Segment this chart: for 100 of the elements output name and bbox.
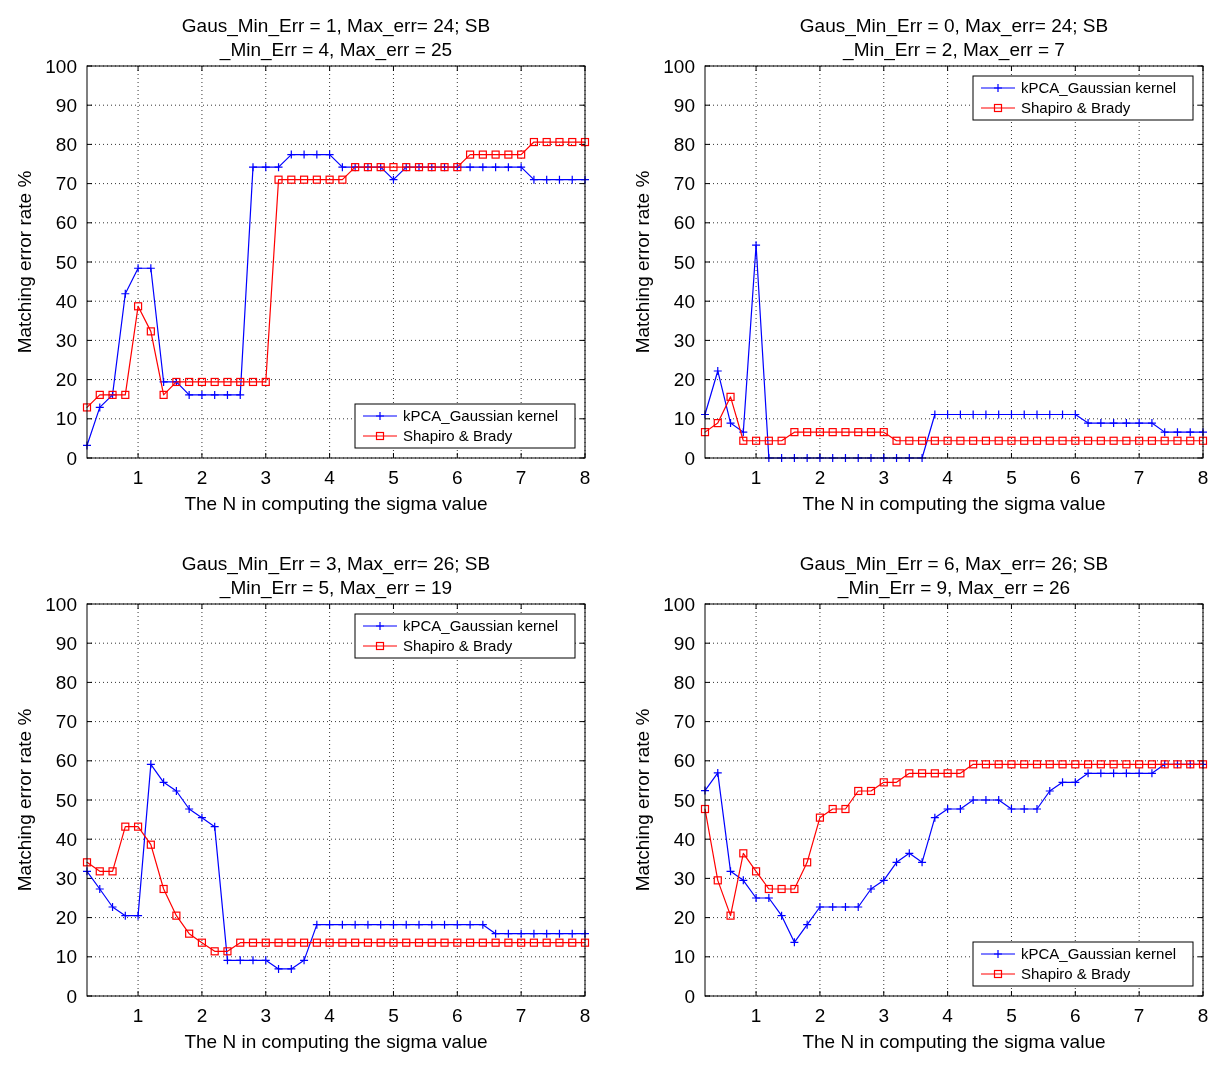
point xyxy=(197,390,207,400)
point xyxy=(1147,436,1157,445)
point xyxy=(713,419,722,428)
point xyxy=(503,162,513,172)
point xyxy=(917,857,927,867)
point xyxy=(210,947,219,956)
point xyxy=(529,137,539,147)
y-tick-label: 50 xyxy=(55,789,77,811)
point xyxy=(491,150,500,159)
point xyxy=(185,929,194,938)
point xyxy=(1083,418,1093,428)
point xyxy=(994,760,1003,769)
x-tick-label: 2 xyxy=(814,467,826,488)
x-tick-label: 7 xyxy=(1133,1005,1145,1026)
point xyxy=(700,428,710,437)
y-tick-label: 100 xyxy=(45,55,77,77)
point xyxy=(866,428,876,437)
point xyxy=(299,955,309,965)
point xyxy=(739,436,748,445)
point xyxy=(700,804,710,814)
point xyxy=(261,162,271,172)
point xyxy=(580,938,590,947)
x-tick-label: 7 xyxy=(1133,467,1145,488)
point xyxy=(273,964,284,974)
point xyxy=(1007,436,1016,445)
y-tick-label: 70 xyxy=(673,711,695,733)
point xyxy=(1071,760,1080,769)
point xyxy=(1134,418,1144,428)
point xyxy=(312,175,321,184)
point xyxy=(325,175,334,184)
chart-title: Gaus_Min_Err = 1, Max_err= 24; SB _Min_Err = 4, Max_err = 25 xyxy=(181,15,491,61)
point xyxy=(917,769,927,778)
point xyxy=(1122,436,1131,445)
point xyxy=(223,947,232,956)
x-tick-label: 1 xyxy=(750,1005,762,1026)
point xyxy=(248,955,258,965)
point xyxy=(1045,760,1054,769)
point xyxy=(892,778,901,787)
y-tick-label: 100 xyxy=(45,593,77,615)
x-tick-label: 2 xyxy=(196,467,208,488)
y-tick-label: 70 xyxy=(55,711,77,733)
y-axis-title: Matching error rate % xyxy=(632,708,653,892)
point xyxy=(95,867,104,876)
x-tick-label: 3 xyxy=(878,467,890,488)
point xyxy=(777,436,786,445)
point xyxy=(790,428,799,437)
point xyxy=(866,884,876,894)
point xyxy=(453,938,462,947)
point xyxy=(854,428,863,437)
point xyxy=(210,377,219,387)
point xyxy=(969,760,978,769)
x-tick-label: 6 xyxy=(452,467,463,488)
x-axis-title: The N in computing the sigma value xyxy=(184,493,488,514)
y-tick-label: 40 xyxy=(55,290,77,312)
point xyxy=(427,938,436,947)
point xyxy=(892,436,901,445)
point xyxy=(725,418,736,428)
point xyxy=(542,938,551,947)
point xyxy=(751,436,761,445)
point xyxy=(414,938,424,947)
x-tick-label: 3 xyxy=(260,467,272,488)
x-tick-label: 2 xyxy=(814,1005,826,1026)
point xyxy=(529,175,539,185)
point xyxy=(529,938,539,947)
x-tick-label: 8 xyxy=(579,467,591,488)
point xyxy=(389,938,398,947)
x-tick-label: 8 xyxy=(579,1005,591,1026)
point xyxy=(828,804,837,814)
point xyxy=(172,911,181,920)
point xyxy=(376,938,385,947)
y-tick-label: 20 xyxy=(55,369,77,391)
point xyxy=(402,938,411,947)
point xyxy=(389,163,398,172)
point xyxy=(133,822,143,831)
y-tick-label: 70 xyxy=(55,173,77,195)
x-axis-title: The N in computing the sigma value xyxy=(802,1031,1106,1052)
y-tick-label: 10 xyxy=(55,408,77,430)
point xyxy=(491,938,500,947)
y-axis-title: Matching error rate % xyxy=(632,170,653,354)
y-tick-label: 10 xyxy=(673,408,695,430)
point xyxy=(299,175,309,184)
point xyxy=(1045,786,1055,796)
y-tick-label: 0 xyxy=(66,985,77,1007)
y-tick-label: 30 xyxy=(673,330,695,352)
point xyxy=(121,822,130,831)
y-tick-label: 90 xyxy=(55,632,77,654)
point xyxy=(159,884,168,894)
x-tick-label: 8 xyxy=(1197,467,1209,488)
x-tick-label: 1 xyxy=(750,467,762,488)
point xyxy=(555,137,564,147)
point xyxy=(815,428,825,437)
point xyxy=(841,804,850,814)
point xyxy=(184,390,194,400)
point xyxy=(363,920,373,930)
x-tick-label: 7 xyxy=(515,1005,527,1026)
point xyxy=(1147,760,1157,769)
point xyxy=(1160,427,1170,437)
point xyxy=(133,911,143,921)
point xyxy=(1198,436,1208,445)
y-axis-title: Matching error rate % xyxy=(14,170,35,354)
